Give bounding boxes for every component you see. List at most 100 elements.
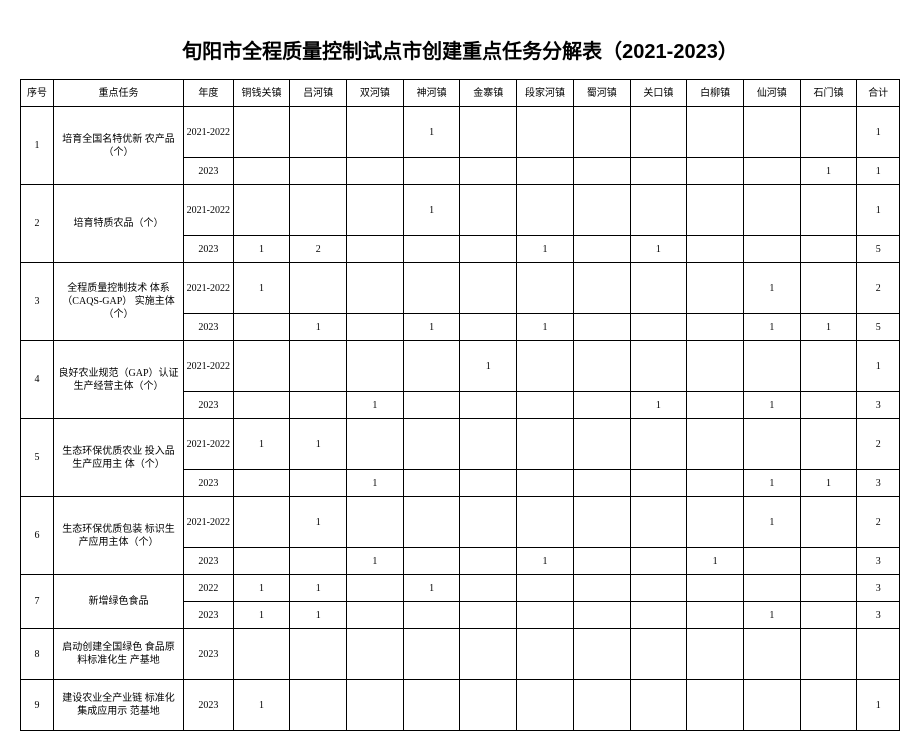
task-cell: 良好农业规范（GAP）认证生产经营主体（个） <box>54 341 184 419</box>
value-cell <box>573 158 630 185</box>
value-cell <box>290 629 347 680</box>
value-cell <box>573 497 630 548</box>
value-cell <box>573 602 630 629</box>
value-cell <box>800 185 857 236</box>
value-cell: 1 <box>460 341 517 392</box>
value-cell <box>460 575 517 602</box>
value-cell <box>233 185 290 236</box>
value-cell <box>630 107 687 158</box>
value-cell <box>800 629 857 680</box>
value-cell <box>517 419 574 470</box>
value-cell <box>573 470 630 497</box>
value-cell <box>517 629 574 680</box>
header-task: 重点任务 <box>54 80 184 107</box>
value-cell <box>347 107 404 158</box>
value-cell <box>687 392 744 419</box>
value-cell: 1 <box>290 314 347 341</box>
value-cell <box>573 314 630 341</box>
value-cell <box>687 341 744 392</box>
value-cell <box>347 602 404 629</box>
value-cell <box>517 341 574 392</box>
total-cell: 2 <box>857 497 900 548</box>
year-cell: 2021-2022 <box>184 341 234 392</box>
value-cell <box>687 680 744 731</box>
value-cell <box>800 341 857 392</box>
header-town: 仙河镇 <box>743 80 800 107</box>
seq-cell: 7 <box>21 575 54 629</box>
value-cell: 1 <box>233 680 290 731</box>
value-cell: 1 <box>687 548 744 575</box>
value-cell <box>743 236 800 263</box>
value-cell <box>233 392 290 419</box>
value-cell: 1 <box>517 548 574 575</box>
value-cell <box>290 470 347 497</box>
value-cell <box>517 185 574 236</box>
value-cell <box>403 602 460 629</box>
table-row: 2培育特质农品（个）2021-202211 <box>21 185 900 236</box>
value-cell <box>630 470 687 497</box>
header-seq: 序号 <box>21 80 54 107</box>
value-cell: 1 <box>517 236 574 263</box>
value-cell <box>800 107 857 158</box>
value-cell <box>347 263 404 314</box>
value-cell <box>687 263 744 314</box>
value-cell <box>347 236 404 263</box>
value-cell <box>460 602 517 629</box>
task-cell: 启动创建全国绿色 食品原料标准化生 产基地 <box>54 629 184 680</box>
value-cell <box>460 629 517 680</box>
value-cell <box>573 629 630 680</box>
value-cell <box>233 158 290 185</box>
seq-cell: 1 <box>21 107 54 185</box>
value-cell: 1 <box>290 419 347 470</box>
total-cell: 5 <box>857 314 900 341</box>
value-cell: 1 <box>290 497 347 548</box>
value-cell <box>630 602 687 629</box>
value-cell: 1 <box>800 470 857 497</box>
value-cell <box>630 629 687 680</box>
header-town: 关口镇 <box>630 80 687 107</box>
total-cell: 1 <box>857 680 900 731</box>
value-cell <box>233 341 290 392</box>
value-cell: 1 <box>233 236 290 263</box>
value-cell <box>800 602 857 629</box>
seq-cell: 3 <box>21 263 54 341</box>
value-cell <box>687 575 744 602</box>
total-cell: 1 <box>857 107 900 158</box>
value-cell <box>403 341 460 392</box>
header-row: 序号 重点任务 年度 铜钱关镇 吕河镇 双河镇 神河镇 金寨镇 段家河镇 蜀河镇… <box>21 80 900 107</box>
value-cell <box>460 314 517 341</box>
value-cell: 1 <box>800 314 857 341</box>
seq-cell: 2 <box>21 185 54 263</box>
header-town: 铜钱关镇 <box>233 80 290 107</box>
value-cell <box>403 680 460 731</box>
total-cell: 3 <box>857 470 900 497</box>
value-cell <box>403 419 460 470</box>
value-cell <box>403 548 460 575</box>
value-cell <box>687 158 744 185</box>
value-cell <box>800 680 857 731</box>
value-cell: 1 <box>403 575 460 602</box>
total-cell: 5 <box>857 236 900 263</box>
year-cell: 2023 <box>184 629 234 680</box>
value-cell <box>517 470 574 497</box>
value-cell <box>290 341 347 392</box>
value-cell <box>460 470 517 497</box>
value-cell <box>573 680 630 731</box>
value-cell <box>403 236 460 263</box>
value-cell <box>687 314 744 341</box>
header-town: 吕河镇 <box>290 80 347 107</box>
value-cell <box>347 158 404 185</box>
value-cell <box>800 575 857 602</box>
value-cell: 1 <box>630 392 687 419</box>
seq-cell: 9 <box>21 680 54 731</box>
value-cell <box>517 680 574 731</box>
value-cell <box>800 236 857 263</box>
value-cell <box>347 575 404 602</box>
year-cell: 2023 <box>184 548 234 575</box>
total-cell <box>857 629 900 680</box>
value-cell <box>517 575 574 602</box>
value-cell <box>460 158 517 185</box>
value-cell <box>687 470 744 497</box>
value-cell <box>573 575 630 602</box>
value-cell <box>517 602 574 629</box>
